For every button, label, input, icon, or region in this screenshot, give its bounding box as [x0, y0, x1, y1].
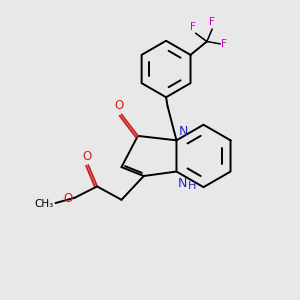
Text: CH₃: CH₃: [34, 199, 53, 209]
Text: N: N: [179, 125, 188, 138]
Text: H: H: [188, 181, 196, 191]
Text: O: O: [63, 192, 72, 205]
Text: O: O: [82, 150, 91, 163]
Text: F: F: [190, 22, 196, 32]
Text: F: F: [209, 17, 215, 27]
Text: F: F: [221, 39, 227, 49]
Text: O: O: [115, 99, 124, 112]
Text: N: N: [178, 177, 187, 190]
